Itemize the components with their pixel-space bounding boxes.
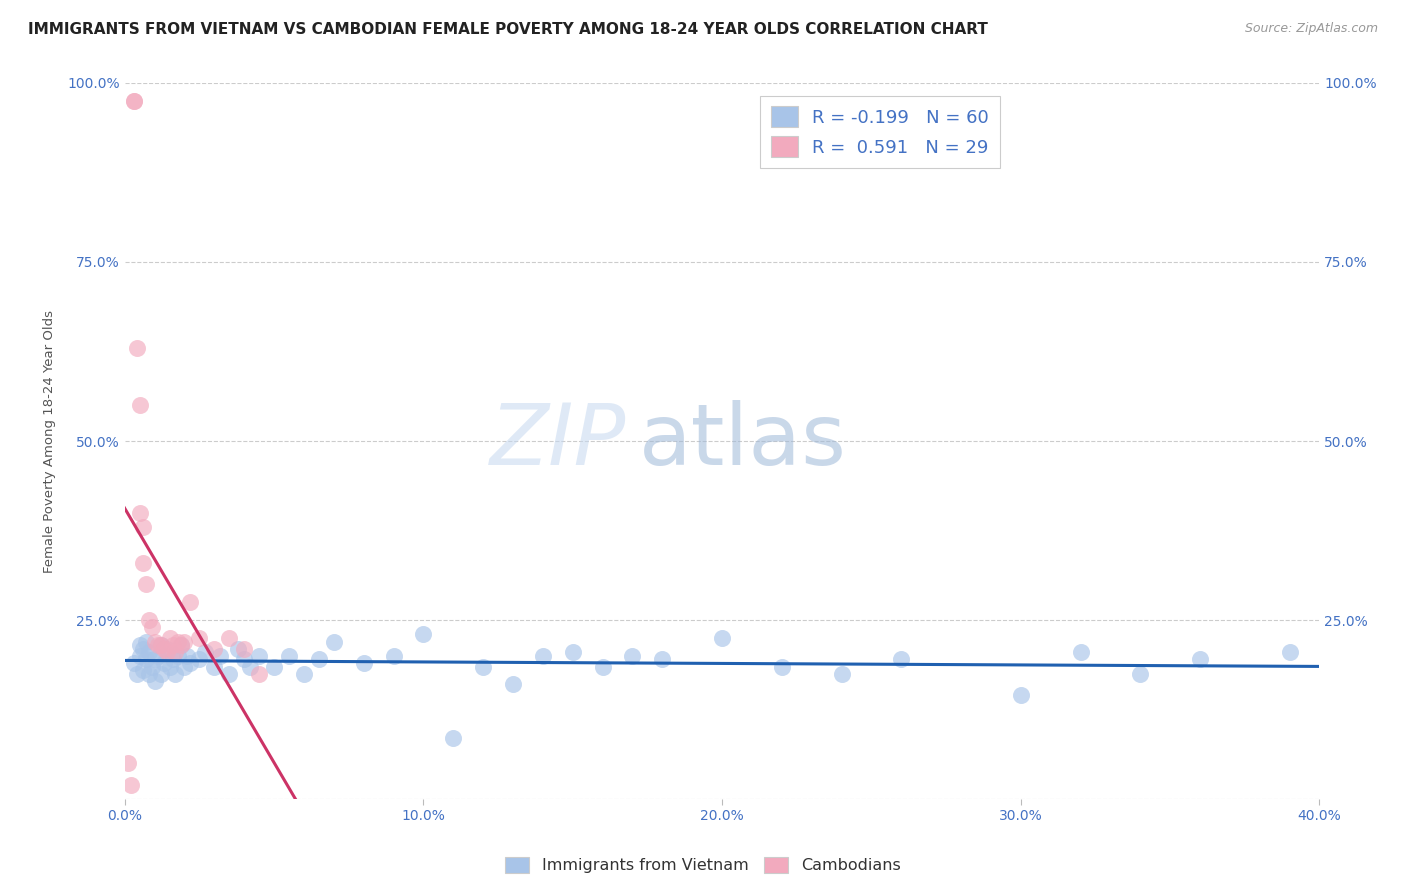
- Point: [122, 94, 145, 108]
- Point: [179, 595, 201, 609]
- Point: [155, 645, 177, 659]
- Point: [146, 648, 169, 663]
- Point: [141, 659, 163, 673]
- Point: [149, 666, 172, 681]
- Point: [1278, 645, 1301, 659]
- Point: [531, 648, 554, 663]
- Point: [131, 641, 153, 656]
- Text: atlas: atlas: [638, 400, 846, 483]
- Point: [202, 659, 225, 673]
- Text: ZIP: ZIP: [491, 400, 627, 483]
- Point: [122, 94, 145, 108]
- Point: [890, 652, 912, 666]
- Point: [149, 638, 172, 652]
- Point: [131, 663, 153, 677]
- Point: [128, 398, 150, 412]
- Point: [167, 634, 190, 648]
- Point: [1010, 688, 1032, 702]
- Point: [125, 666, 148, 681]
- Point: [128, 648, 150, 663]
- Point: [120, 778, 142, 792]
- Point: [128, 638, 150, 652]
- Legend: Immigrants from Vietnam, Cambodians: Immigrants from Vietnam, Cambodians: [499, 850, 907, 880]
- Y-axis label: Female Poverty Among 18-24 Year Olds: Female Poverty Among 18-24 Year Olds: [44, 310, 56, 573]
- Point: [138, 613, 160, 627]
- Point: [143, 673, 166, 688]
- Point: [770, 659, 793, 673]
- Point: [218, 666, 240, 681]
- Point: [441, 731, 464, 746]
- Point: [170, 638, 193, 652]
- Point: [651, 652, 673, 666]
- Text: IMMIGRANTS FROM VIETNAM VS CAMBODIAN FEMALE POVERTY AMONG 18-24 YEAR OLDS CORREL: IMMIGRANTS FROM VIETNAM VS CAMBODIAN FEM…: [28, 22, 988, 37]
- Point: [173, 659, 195, 673]
- Point: [159, 631, 181, 645]
- Point: [162, 652, 184, 666]
- Point: [135, 577, 157, 591]
- Point: [131, 556, 153, 570]
- Point: [472, 659, 495, 673]
- Point: [292, 666, 315, 681]
- Point: [138, 645, 160, 659]
- Point: [117, 756, 139, 771]
- Point: [141, 620, 163, 634]
- Point: [412, 627, 434, 641]
- Point: [592, 659, 614, 673]
- Point: [165, 645, 187, 659]
- Point: [194, 645, 217, 659]
- Point: [125, 341, 148, 355]
- Point: [152, 656, 174, 670]
- Text: Source: ZipAtlas.com: Source: ZipAtlas.com: [1244, 22, 1378, 36]
- Point: [247, 648, 270, 663]
- Legend: R = -0.199   N = 60, R =  0.591   N = 29: R = -0.199 N = 60, R = 0.591 N = 29: [759, 95, 1000, 168]
- Point: [382, 648, 405, 663]
- Point: [165, 666, 187, 681]
- Point: [226, 641, 249, 656]
- Point: [322, 634, 344, 648]
- Point: [239, 659, 262, 673]
- Point: [188, 652, 211, 666]
- Point: [173, 634, 195, 648]
- Point: [621, 648, 644, 663]
- Point: [831, 666, 853, 681]
- Point: [247, 666, 270, 681]
- Point: [202, 641, 225, 656]
- Point: [353, 656, 375, 670]
- Point: [263, 659, 285, 673]
- Point: [1069, 645, 1091, 659]
- Point: [159, 659, 181, 673]
- Point: [188, 631, 211, 645]
- Point: [209, 648, 232, 663]
- Point: [233, 641, 256, 656]
- Point: [179, 656, 201, 670]
- Point: [218, 631, 240, 645]
- Point: [143, 634, 166, 648]
- Point: [308, 652, 330, 666]
- Point: [155, 641, 177, 656]
- Point: [162, 638, 184, 652]
- Point: [152, 641, 174, 656]
- Point: [135, 634, 157, 648]
- Point: [1188, 652, 1211, 666]
- Point: [278, 648, 301, 663]
- Point: [138, 666, 160, 681]
- Point: [143, 652, 166, 666]
- Point: [502, 677, 524, 691]
- Point: [122, 656, 145, 670]
- Point: [135, 652, 157, 666]
- Point: [149, 638, 172, 652]
- Point: [1129, 666, 1152, 681]
- Point: [561, 645, 583, 659]
- Point: [128, 506, 150, 520]
- Point: [167, 648, 190, 663]
- Point: [146, 638, 169, 652]
- Point: [176, 648, 198, 663]
- Point: [711, 631, 734, 645]
- Point: [233, 652, 256, 666]
- Point: [170, 638, 193, 652]
- Point: [131, 520, 153, 534]
